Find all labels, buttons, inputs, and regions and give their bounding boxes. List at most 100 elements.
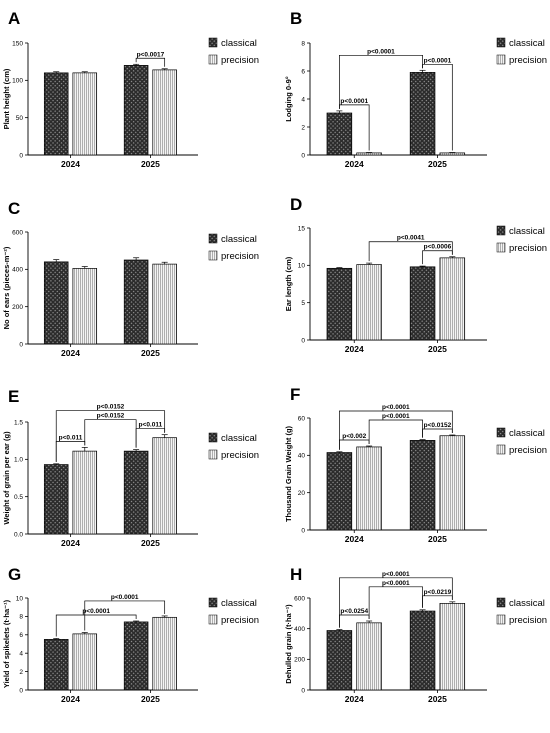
bar-classical-2025 <box>123 259 149 345</box>
x-category-label: 2024 <box>61 348 80 358</box>
bar-classical-2024 <box>43 639 69 691</box>
p-value-label: p<0.0006 <box>424 244 452 251</box>
significance-bracket: p<0.0041 <box>368 235 453 262</box>
y-tick-label: 1.0 <box>14 457 23 464</box>
y-tick-label: 50 <box>16 115 24 122</box>
legend-swatch-classical <box>208 432 218 443</box>
y-tick-label: 0.0 <box>14 531 23 538</box>
panel-b: B 0 2 4 6 8 Lodging 0-9° 2024 2025 p<0.0001 p<0.00… <box>284 9 547 169</box>
legend: classical precision <box>208 233 259 262</box>
legend-swatch-precision <box>496 54 506 65</box>
significance-bracket: p<0.0152 <box>422 422 453 438</box>
y-tick-label: 0 <box>301 152 305 159</box>
legend-label-classical: classical <box>509 226 545 237</box>
y-tick-label: 20 <box>298 490 306 497</box>
x-category-label: 2024 <box>61 538 80 548</box>
legend-swatch-precision <box>208 250 218 261</box>
significance-bracket: p<0.0001 <box>84 594 166 631</box>
y-tick-label: 0 <box>19 152 23 159</box>
y-tick-label: 0 <box>301 527 305 534</box>
p-value-label: p<0.0001 <box>382 571 410 578</box>
bar-precision-2025 <box>152 69 177 156</box>
y-tick-label: 4 <box>19 651 23 658</box>
panel-letter: B <box>290 9 302 28</box>
p-value-label: p<0.0017 <box>137 51 165 58</box>
x-category-label: 2024 <box>61 159 80 169</box>
y-tick-label: 0 <box>301 337 305 344</box>
x-category-label: 2024 <box>345 534 364 544</box>
bar-precision-2025 <box>439 435 466 531</box>
bar-classical-2025 <box>409 266 436 341</box>
x-category-label: 2024 <box>345 159 364 169</box>
bar-classical-2024 <box>43 72 69 156</box>
y-tick-label: 2 <box>19 669 23 676</box>
x-category-label: 2024 <box>345 694 364 704</box>
y-tick-label: 2 <box>301 124 305 131</box>
x-category-label: 2024 <box>345 344 364 354</box>
legend-swatch-precision <box>496 444 506 455</box>
y-tick-label: 15 <box>298 225 306 232</box>
y-tick-label: 400 <box>12 267 23 274</box>
x-category-label: 2025 <box>141 694 160 704</box>
y-tick-label: 40 <box>298 453 306 460</box>
legend-swatch-classical <box>208 37 218 48</box>
bar-precision-2024 <box>72 268 98 345</box>
bar-classical-2024 <box>43 261 69 345</box>
bar-classical-2024 <box>43 464 69 535</box>
legend-label-precision: precision <box>509 615 547 626</box>
bar-classical-2024 <box>326 630 353 691</box>
legend-label-classical: classical <box>509 598 545 609</box>
legend: classical precision <box>208 432 259 461</box>
bar-classical-2025 <box>409 440 436 531</box>
x-category-label: 2025 <box>428 534 447 544</box>
p-value-label: p<0.0001 <box>340 98 368 105</box>
legend-label-classical: classical <box>509 428 545 439</box>
y-axis-label: Lodging 0-9° <box>284 76 293 122</box>
bar-precision-2024 <box>356 446 382 531</box>
y-axis-label: Ear length (cm) <box>284 256 293 311</box>
y-axis-label: Dehulled grain (t·ha⁻¹) <box>284 604 293 684</box>
y-tick-label: 6 <box>301 68 305 75</box>
y-tick-label: 0 <box>19 687 23 694</box>
legend: classical precision <box>496 597 547 626</box>
p-value-label: p<0.0152 <box>424 422 452 429</box>
legend: classical precision <box>208 37 259 66</box>
p-value-label: p<0.0001 <box>111 594 139 601</box>
legend-label-precision: precision <box>221 251 259 262</box>
bar-classical-2025 <box>123 450 149 535</box>
panel-letter: A <box>8 9 20 28</box>
panel-g: G 0 2 4 6 8 10 Yield of spikelets (t·ha⁻¹) 2024 2… <box>2 565 259 704</box>
p-value-label: p<0.0041 <box>397 235 425 242</box>
legend-label-classical: classical <box>221 598 257 609</box>
legend-swatch-classical <box>496 427 506 438</box>
p-value-label: p<0.0001 <box>367 48 395 55</box>
p-value-label: p<0.0152 <box>97 413 125 420</box>
bar-precision-2024 <box>72 633 98 691</box>
bar-precision-2025 <box>152 263 177 345</box>
y-tick-label: 60 <box>298 415 306 422</box>
legend-label-classical: classical <box>221 38 257 49</box>
y-tick-label: 6 <box>19 632 23 639</box>
legend-swatch-classical <box>208 597 218 608</box>
legend-swatch-precision <box>208 54 218 65</box>
y-tick-label: 150 <box>12 40 23 47</box>
panel-letter: E <box>8 387 19 406</box>
significance-bracket: p<0.0152 <box>55 404 166 462</box>
bar-precision-2024 <box>72 450 98 535</box>
y-tick-label: 200 <box>294 657 305 664</box>
legend-label-precision: precision <box>221 55 259 66</box>
p-value-label: p<0.011 <box>139 422 163 429</box>
y-tick-label: 10 <box>16 595 24 602</box>
legend-swatch-precision <box>208 614 218 625</box>
bar-classical-2024 <box>326 112 353 156</box>
bar-classical-2025 <box>409 72 436 156</box>
bar-classical-2025 <box>123 65 149 156</box>
significance-bracket: p<0.0001 <box>339 48 423 109</box>
legend-swatch-precision <box>496 242 506 253</box>
p-value-label: p<0.0254 <box>340 608 368 615</box>
p-value-label: p<0.0001 <box>382 413 410 420</box>
legend-swatch-precision <box>208 449 218 460</box>
y-tick-label: 10 <box>298 263 306 270</box>
significance-bracket: p<0.0001 <box>368 413 423 444</box>
